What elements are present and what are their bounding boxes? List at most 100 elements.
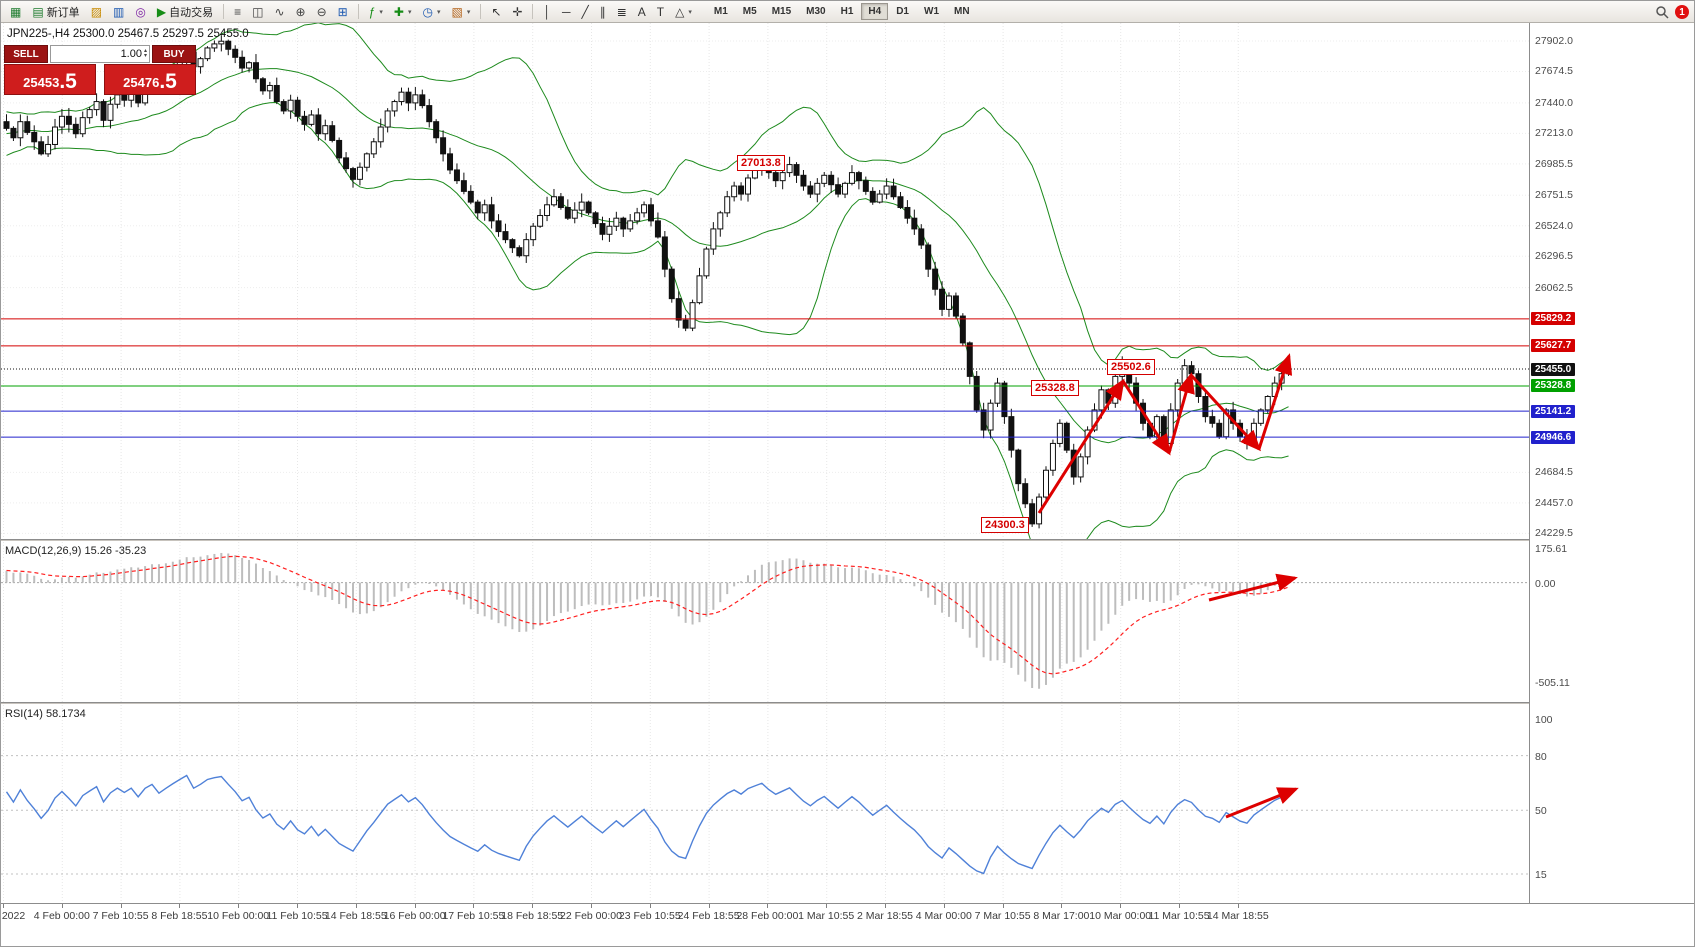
cursor-button[interactable]: ↖ [486,4,506,20]
trend-arrow[interactable] [1208,573,1298,602]
search-icon[interactable] [1655,5,1669,19]
buy-button[interactable]: BUY [152,45,196,63]
time-scale-label: 10 Feb 00:00 [207,910,270,922]
timeframe-w1-button[interactable]: W1 [924,6,939,17]
timeframe-m15-button[interactable]: M15 [771,6,792,17]
time-tick [179,904,181,908]
period-button[interactable]: ◷ ▾ [417,4,445,20]
resistance-line-1-tag: 25829.2 [1531,312,1576,326]
navigator-button[interactable]: ◎ [130,4,150,20]
price-annotation[interactable]: 27013.8 [737,155,785,171]
panel-separator[interactable] [1,702,1694,705]
autotrading-button[interactable]: ▶ 自动交易 [152,2,218,22]
vertical-line-button[interactable]: │ [538,4,556,20]
trend-arrow[interactable] [1225,787,1299,819]
time-scale-label: 14 Mar 18:55 [1206,910,1269,922]
dropdown-caret-icon[interactable]: ▾ [466,8,471,16]
dropdown-caret-icon[interactable]: ▾ [407,8,412,16]
add-indicator-button[interactable]: ✚ ▾ [389,4,417,20]
timeframe-m1-button[interactable]: M1 [713,6,728,17]
text-label-button[interactable]: T [652,4,669,20]
time-scale-label: 7 Feb 10:55 [92,910,149,922]
dropdown-caret-icon[interactable]: ▾ [688,8,692,16]
trend-arrow[interactable] [1037,378,1125,514]
text-label-icon: T [656,4,665,19]
timeframe-h1-button[interactable]: H1 [840,6,854,17]
shapes-button[interactable]: △ ▾ [670,4,697,20]
channel-button[interactable]: ∥ [595,4,611,20]
resistance-line-2-tag: 25627.7 [1531,339,1576,353]
rsi-panel[interactable] [1,705,1529,903]
price-annotation[interactable]: 25502.6 [1107,359,1155,375]
zoom-out-button[interactable]: ⊖ [312,4,332,20]
bollinger-bands [6,23,1289,539]
macd-signal-line [6,555,1289,675]
notification-badge[interactable]: 1 [1675,5,1689,19]
volume-value[interactable]: 1.00 [120,48,142,60]
rsi-scale-label: 50 [1535,805,1547,818]
price-annotation[interactable]: 24300.3 [981,517,1029,533]
line-chart-mode-icon: ∿ [274,4,285,19]
spin-down-icon[interactable]: ▾ [143,53,147,59]
trend-arrow[interactable] [1121,380,1171,456]
time-scale-label: 1 Mar 10:55 [798,910,855,922]
line-chart-mode-button[interactable]: ∿ [269,4,289,20]
time-scale-label: Feb 2022 [1,910,26,922]
timeframe-h4-button[interactable]: H4 [861,3,889,20]
toolbar-right: 1 [1655,1,1689,23]
bar-chart-mode-button[interactable]: ≡ [229,4,246,20]
time-tick [591,904,592,908]
shapes-icon: △ [675,4,685,19]
template-button[interactable]: ▧ ▾ [446,4,475,20]
price-scale-label: 26296.5 [1535,250,1573,263]
zoom-in-button[interactable]: ⊕ [291,4,311,20]
spin-up-icon[interactable]: ▴ [143,48,147,54]
sell-button[interactable]: SELL [4,45,48,63]
window-bottom-area [1,927,1694,946]
price-scale-label: 27440.0 [1535,96,1573,109]
trend-arrow[interactable] [1167,372,1195,454]
volume-field[interactable]: 1.00 ▴ ▾ [50,45,150,63]
timeframe-m5-button[interactable]: M5 [742,6,757,17]
support-line-blue-2-tag: 24946.6 [1531,430,1576,444]
tile-windows-button[interactable]: ⊞ [333,4,353,20]
trend-arrow[interactable] [1257,353,1293,450]
candlestick-mode-button[interactable]: ◫ [247,4,268,20]
time-axis[interactable]: Feb 2022 4 Feb 00:007 Feb 10:558 Feb 18:5… [1,903,1694,928]
trendline-button[interactable]: ╱ [576,4,593,20]
dropdown-caret-icon[interactable]: ▾ [379,8,383,16]
time-scale-label: 11 Feb 10:55 [266,910,328,922]
timeframe-d1-button[interactable]: D1 [896,6,909,17]
price-digits: 25453 [23,75,60,90]
panel-separator[interactable] [1,539,1694,542]
time-scale-label: 7 Mar 10:55 [974,910,1031,922]
trend-arrow[interactable] [1189,373,1262,452]
rsi-scale-label: 15 [1535,868,1547,881]
sell-price[interactable]: 25453.5 [4,64,96,95]
volume-spinner[interactable]: ▴ ▾ [143,48,147,59]
history-center-button[interactable]: ▨ [86,4,107,20]
dropdown-caret-icon[interactable]: ▾ [436,8,441,16]
crosshair-button[interactable]: ✛ [507,4,527,20]
price-annotation[interactable]: 25328.8 [1031,380,1079,396]
timeframe-m30-button[interactable]: M30 [806,6,826,17]
timeframe-mn-button[interactable]: MN [954,6,970,17]
macd-scale-label: 0.00 [1535,577,1556,590]
market-watch-button[interactable]: ▥ [108,4,129,20]
buy-price[interactable]: 25476.5 [104,64,196,95]
price-axis[interactable]: 27902.0 27674.5 27440.0 27213.0 26985.5 26751… [1529,23,1694,903]
bar-chart-mode-icon: ≡ [234,4,242,19]
macd-scale-label: 175.61 [1535,543,1568,556]
indicators-button[interactable]: ƒ ▾ [364,4,388,20]
new-chart-button[interactable]: ▦ [5,4,26,20]
horizontal-line-button[interactable]: ─ [557,4,576,20]
macd-panel[interactable] [1,542,1529,702]
fibonacci-button[interactable]: ≣ [612,4,632,20]
new-order-button[interactable]: ▤ 新订单 [27,2,84,22]
price-scale-label: 24457.0 [1535,496,1573,509]
text-button[interactable]: A [633,4,651,20]
macd-scale-label: -505.11 [1535,676,1570,689]
price-chart[interactable] [1,23,1529,539]
candles-layer [3,35,1292,529]
